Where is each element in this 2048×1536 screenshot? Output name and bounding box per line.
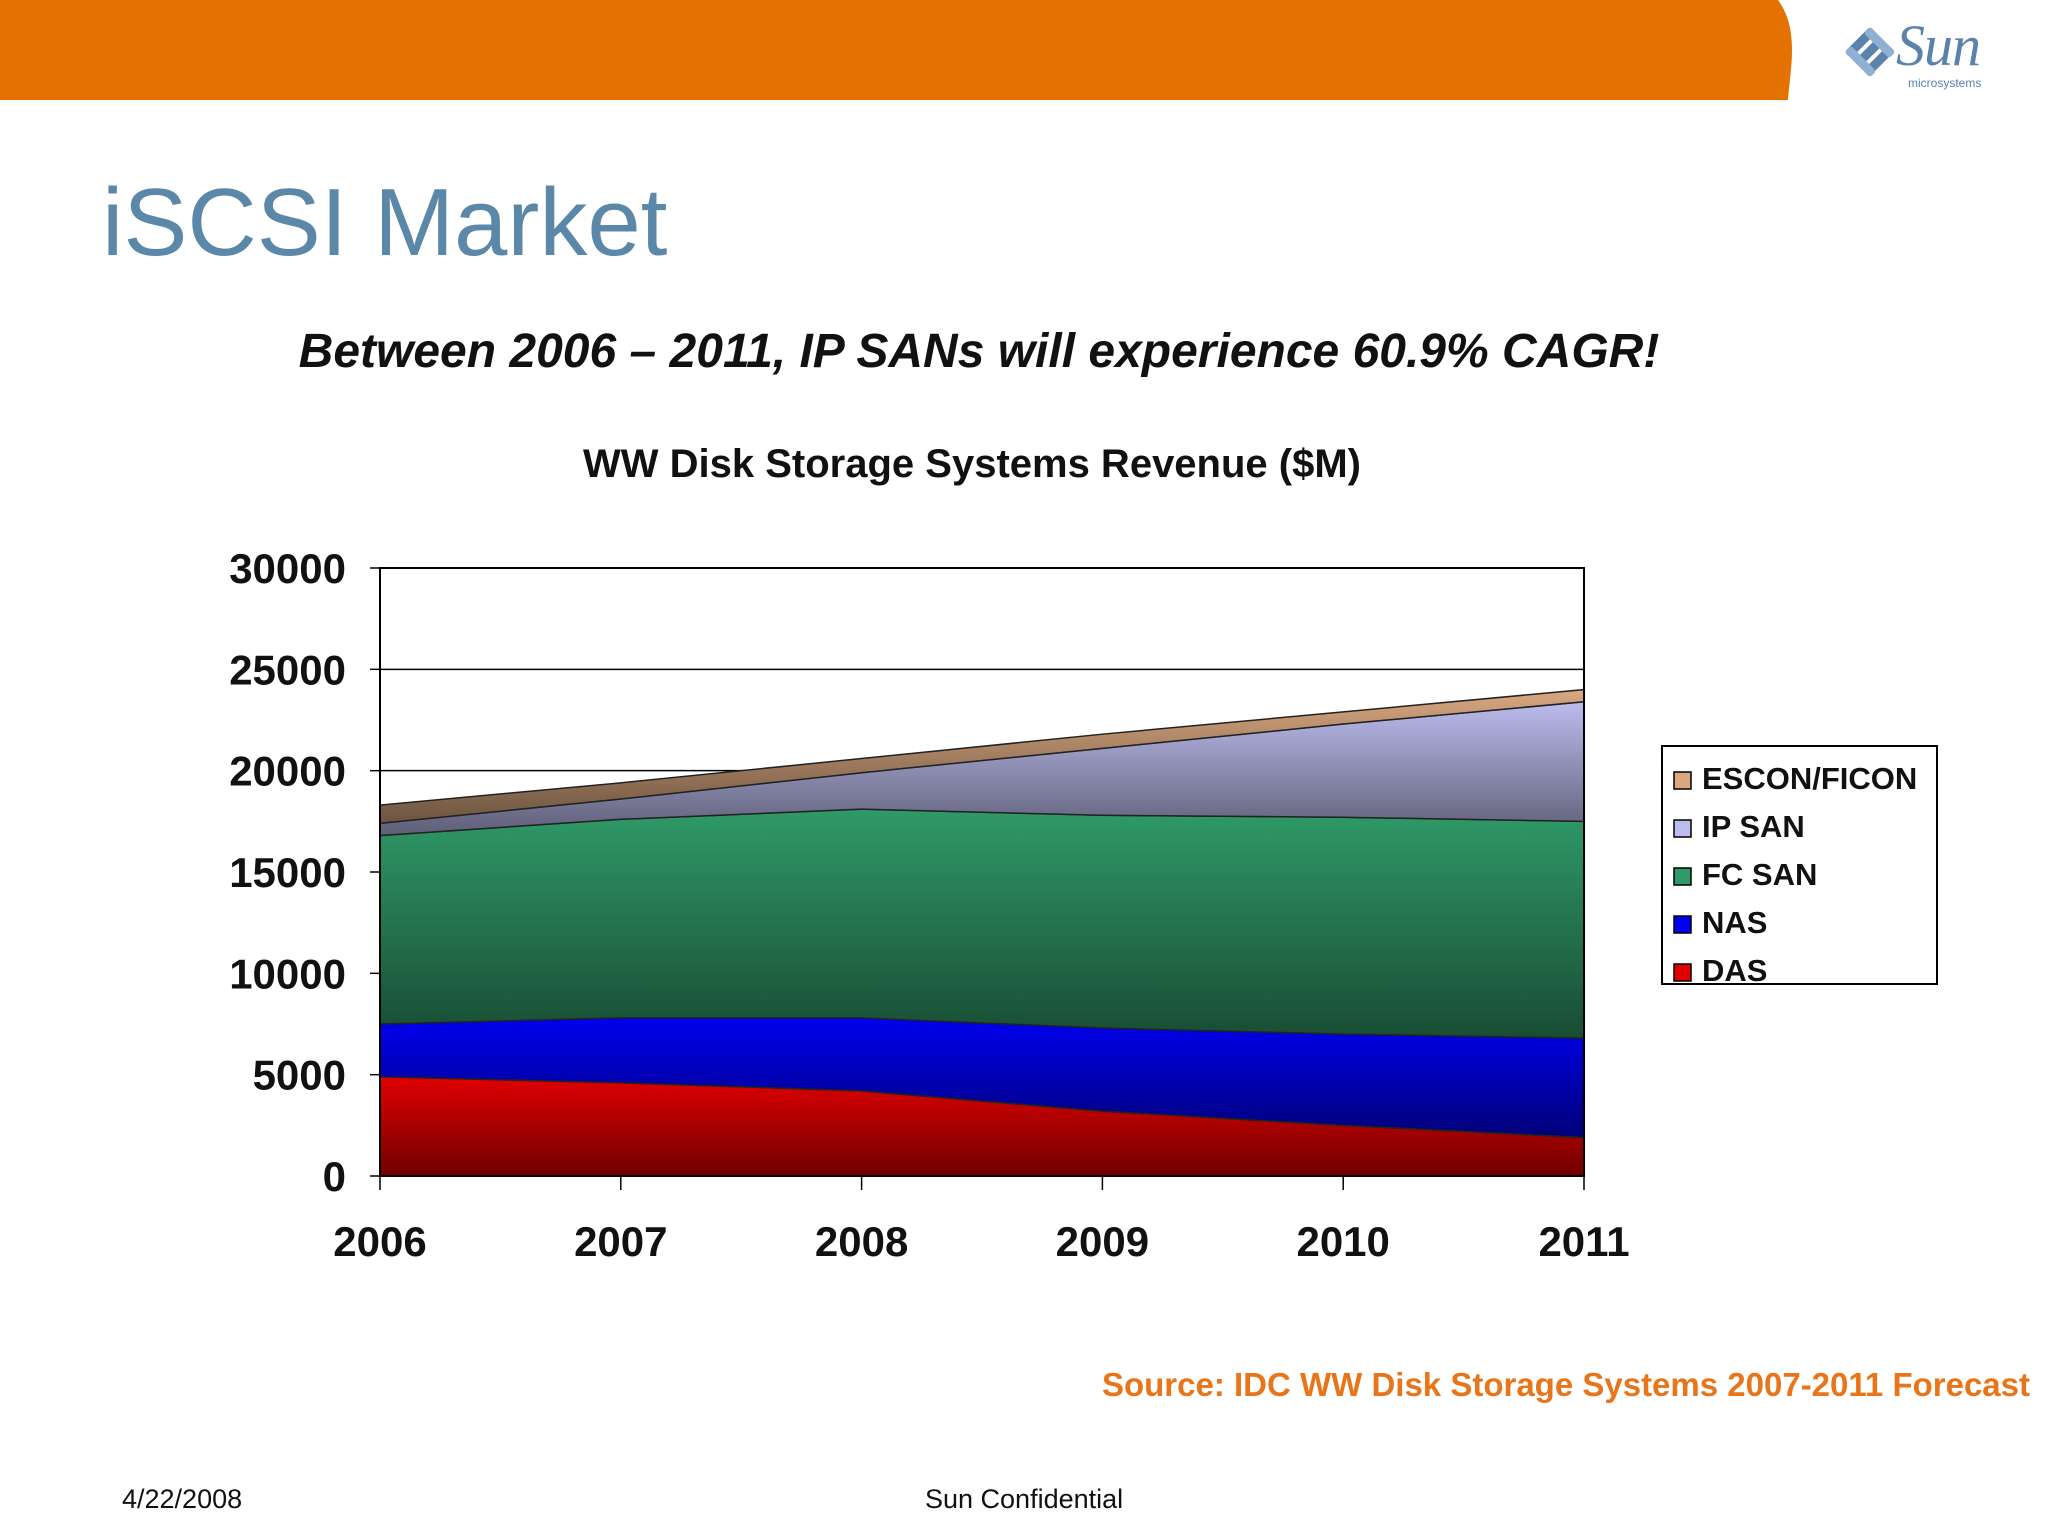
chart-title: WW Disk Storage Systems Revenue ($M) [583,442,1361,486]
slide-subtitle: Between 2006 – 2011, IP SANs will experi… [0,324,2048,379]
sun-logo: Sun microsystems [1838,13,2008,98]
legend-swatch [1673,819,1692,838]
legend-label: FC SAN [1702,857,1817,892]
sun-logo-subtext: microsystems [1908,76,1982,90]
legend-label: ESCON/FICON [1702,761,1917,796]
footer-confidential: Sun Confidential [925,1484,1124,1514]
header-bar [0,0,1792,100]
y-tick-label: 25000 [229,646,346,693]
header-accent-band [0,0,1792,100]
area-fc-san [379,808,1585,1039]
source-note: Source: IDC WW Disk Storage Systems 2007… [1101,1366,2030,1403]
axes: 0 5000 10000 15000 20000 25000 30000 2006 2007 20… [229,545,1629,1265]
legend-label: IP SAN [1702,809,1805,844]
sun-logo-icon [1845,27,1895,77]
y-tick-label: 30000 [229,545,346,592]
y-tick-label: 20000 [229,748,346,795]
x-tick-label: 2006 [333,1218,426,1265]
legend-label: NAS [1702,905,1767,940]
legend-swatch [1673,867,1692,886]
y-tick-label: 10000 [229,950,346,997]
legend: ESCON/FICON IP SAN FC SAN NAS DAS [1661,745,1938,988]
legend-swatch [1673,915,1692,934]
footer-date: 4/22/2008 [122,1484,243,1514]
x-tick-label: 2009 [1056,1218,1149,1265]
page-title: iSCSI Market [102,169,668,276]
x-tick-label: 2010 [1296,1218,1389,1265]
x-tick-label: 2008 [815,1218,908,1265]
legend-swatch [1673,963,1692,982]
x-tick-label: 2011 [1538,1218,1629,1265]
legend-label: DAS [1702,953,1767,988]
area-series-group [379,688,1585,1177]
legend-box [1661,745,1938,985]
y-tick-label: 15000 [229,849,346,896]
sun-logo-word: Sun [1896,13,1981,78]
plot-frame [379,567,1585,1177]
legend-swatch [1673,771,1692,790]
x-tick-label: 2007 [574,1218,667,1265]
y-tick-label: 0 [323,1153,346,1200]
slide-subtitle-text: Between 2006 – 2011, IP SANs will experi… [298,325,1660,378]
y-tick-label: 5000 [253,1052,346,1099]
stacked-area-chart: WW Disk Storage Systems Revenue ($M) 0 50… [229,442,1938,1265]
